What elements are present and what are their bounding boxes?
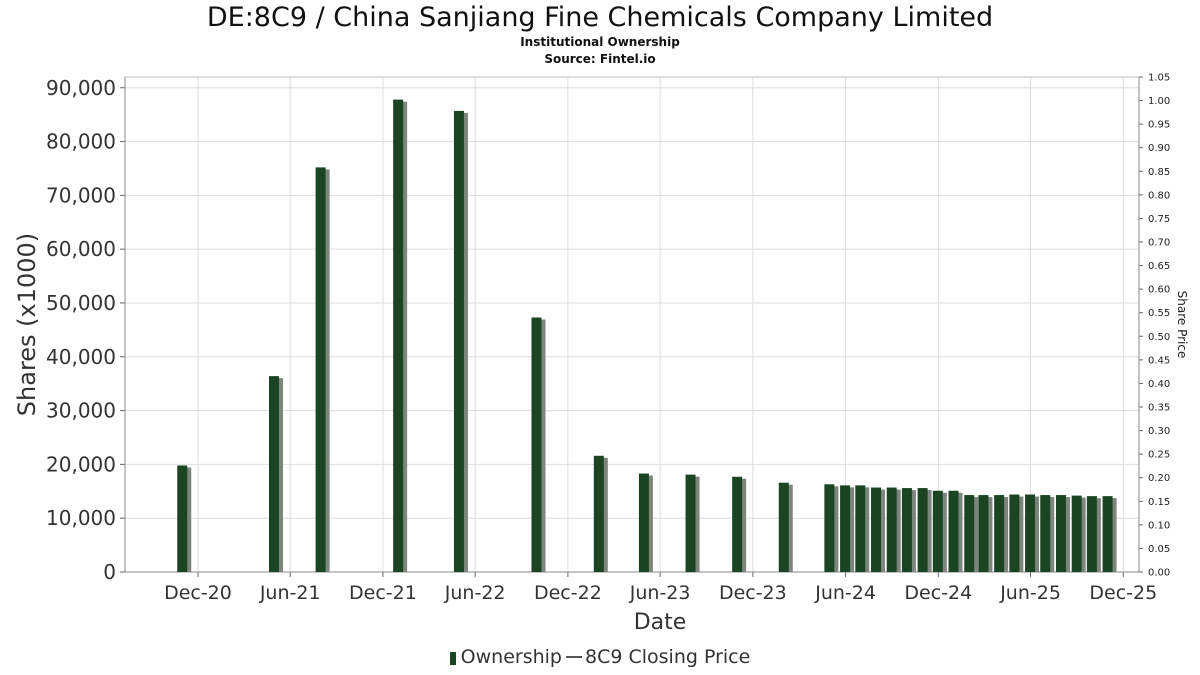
chart-legend: Ownership 8C9 Closing Price <box>0 646 1200 668</box>
ownership-bar <box>593 455 604 572</box>
x-tick-label: Jun-24 <box>814 582 876 604</box>
ownership-bar <box>840 485 851 572</box>
y2-tick-label: 0.70 <box>1148 238 1170 249</box>
ownership-bar <box>1025 494 1036 572</box>
chart-title: DE:8C9 / China Sanjiang Fine Chemicals C… <box>206 2 994 33</box>
y2-tick-label: 0.15 <box>1148 497 1170 508</box>
bars-layer <box>177 99 1117 573</box>
y-tick-label: 10,000 <box>46 506 116 530</box>
labels-layer: 0 10,000 20,000 30,000 40,000 50,000 60,000 70,… <box>13 73 1189 636</box>
ownership-bar <box>994 495 1005 572</box>
x-tick-label: Jun-23 <box>629 582 691 604</box>
chart-subtitle-source: Source: Fintel.io <box>544 52 656 66</box>
plot-area <box>124 76 1140 573</box>
y2-tick-label: 1.05 <box>1148 73 1170 84</box>
ownership-bar <box>393 99 404 572</box>
ownership-bar <box>1040 495 1051 572</box>
x-tick-label: Dec-22 <box>534 582 602 604</box>
ownership-legend-swatch <box>449 651 456 665</box>
y-tick-label: 70,000 <box>46 183 116 207</box>
x-tick-label: Jun-21 <box>259 582 321 604</box>
ownership-bar <box>1009 494 1020 572</box>
ownership-bar <box>901 488 912 572</box>
y2-tick-label: 0.40 <box>1148 379 1170 390</box>
x-tick-label: Dec-21 <box>349 582 417 604</box>
ownership-bar <box>732 476 743 572</box>
y2-tick-label: 0.20 <box>1148 473 1170 484</box>
y2-tick-label: 0.75 <box>1148 214 1170 225</box>
y-tick-label: 80,000 <box>46 130 116 154</box>
y2-tick-label: 0.25 <box>1148 450 1170 461</box>
ownership-bar <box>685 474 696 572</box>
ownership-bar <box>855 485 866 572</box>
y2-tick-label: 0.45 <box>1148 355 1170 366</box>
ownership-bar <box>177 465 188 572</box>
ownership-bar <box>778 482 789 572</box>
y-tick-label: 20,000 <box>46 452 116 476</box>
ownership-bar <box>1086 496 1097 572</box>
y-tick-label: 50,000 <box>46 291 116 315</box>
y2-tick-label: 0.50 <box>1148 332 1170 343</box>
ownership-bar <box>315 167 326 573</box>
ownership-bar <box>917 488 928 572</box>
y-tick-label: 0 <box>103 560 116 584</box>
ownership-bar <box>932 490 943 572</box>
y2-tick-label: 0.80 <box>1148 190 1170 201</box>
y2-tick-label: 0.65 <box>1148 261 1170 272</box>
y2-tick-label: 0.35 <box>1148 403 1170 414</box>
price-legend-label: 8C9 Closing Price <box>585 646 751 668</box>
x-axis-title: Date <box>634 610 687 635</box>
price-legend-line <box>566 656 582 658</box>
x-tick-label: Dec-25 <box>1089 582 1157 604</box>
ownership-bar <box>531 317 542 572</box>
ownership-legend-label: Ownership <box>460 646 562 668</box>
y2-tick-label: 0.30 <box>1148 426 1170 437</box>
y-tick-label: 60,000 <box>46 237 116 261</box>
y-tick-label: 90,000 <box>46 76 116 100</box>
ownership-bar <box>978 495 989 572</box>
ownership-bar <box>964 495 975 572</box>
ownership-bar <box>1102 496 1113 572</box>
y2-tick-label: 0.55 <box>1148 308 1170 319</box>
chart-subtitle-ownership: Institutional Ownership <box>520 35 680 49</box>
x-tick-label: Dec-24 <box>904 582 972 604</box>
x-tick-label: Dec-23 <box>719 582 787 604</box>
y2-tick-label: 0.05 <box>1148 544 1170 555</box>
y2-tick-label: 0.60 <box>1148 285 1170 296</box>
y2-axis-title: Share Price <box>1175 291 1189 359</box>
ownership-bar <box>1055 495 1066 572</box>
y2-tick-label: 0.10 <box>1148 520 1170 531</box>
ownership-bar <box>886 487 897 572</box>
ownership-bar <box>638 473 649 572</box>
y-tick-label: 30,000 <box>46 399 116 423</box>
y2-tick-label: 1.00 <box>1148 96 1170 107</box>
x-tick-label: Jun-25 <box>999 582 1061 604</box>
y2-tick-label: 0.95 <box>1148 120 1170 131</box>
x-tick-label: Dec-20 <box>164 582 232 604</box>
y-tick-label: 40,000 <box>46 345 116 369</box>
x-tick-label: Jun-22 <box>444 582 506 604</box>
y2-tick-label: 0.00 <box>1148 568 1170 579</box>
ownership-bar <box>268 376 279 572</box>
y-axis-title: Shares (x1000) <box>13 233 41 416</box>
ownership-bar <box>870 487 881 572</box>
ownership-bar <box>948 490 959 572</box>
y2-tick-label: 0.85 <box>1148 167 1170 178</box>
ownership-bar <box>1071 495 1082 572</box>
ownership-bar <box>453 110 464 573</box>
y2-tick-label: 0.90 <box>1148 143 1170 154</box>
ownership-bar <box>824 484 835 572</box>
